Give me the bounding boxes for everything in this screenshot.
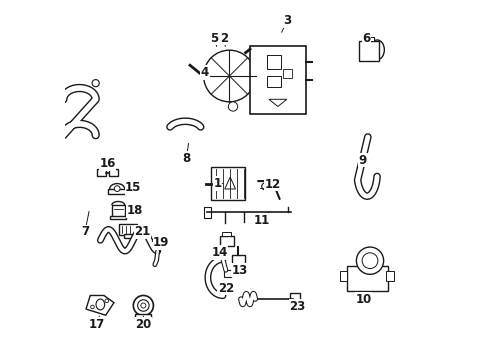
Circle shape — [203, 50, 255, 102]
Text: 22: 22 — [217, 282, 233, 295]
Circle shape — [90, 305, 94, 309]
Bar — [231, 255, 244, 269]
Bar — [203, 207, 211, 218]
Bar — [135, 314, 151, 318]
Text: 13: 13 — [232, 264, 248, 277]
Bar — [290, 293, 300, 306]
Bar — [386, 271, 393, 282]
Text: 3: 3 — [283, 14, 291, 27]
Polygon shape — [86, 296, 114, 315]
Bar — [211, 167, 245, 200]
Circle shape — [105, 299, 108, 303]
Bar — [359, 41, 378, 60]
Ellipse shape — [369, 40, 384, 60]
Ellipse shape — [96, 299, 104, 310]
Text: 23: 23 — [289, 300, 305, 313]
Circle shape — [133, 296, 153, 316]
Text: 17: 17 — [88, 318, 104, 331]
Text: 16: 16 — [99, 157, 116, 170]
Bar — [339, 271, 346, 282]
Bar — [108, 189, 126, 194]
Text: 21: 21 — [134, 225, 150, 238]
Circle shape — [261, 183, 268, 190]
Circle shape — [137, 300, 149, 311]
Text: 5: 5 — [209, 32, 218, 45]
Circle shape — [356, 247, 383, 274]
Bar — [112, 205, 124, 217]
Text: 9: 9 — [358, 154, 366, 167]
Text: 6: 6 — [362, 32, 370, 45]
Bar — [266, 76, 281, 87]
Text: 20: 20 — [135, 318, 151, 331]
Bar — [97, 169, 106, 176]
Text: 15: 15 — [125, 181, 141, 194]
Bar — [123, 234, 132, 238]
Bar — [361, 37, 373, 41]
Bar — [266, 55, 281, 69]
Text: 12: 12 — [264, 178, 280, 191]
Text: 8: 8 — [182, 152, 190, 165]
Text: 19: 19 — [153, 236, 169, 249]
Text: 14: 14 — [211, 246, 227, 259]
Bar — [249, 45, 305, 114]
Text: 2: 2 — [219, 32, 227, 45]
Text: 10: 10 — [355, 293, 371, 306]
Bar — [223, 270, 230, 277]
Bar — [109, 169, 117, 176]
Text: 18: 18 — [127, 204, 143, 217]
Circle shape — [92, 80, 99, 87]
Bar — [283, 69, 292, 78]
Bar — [222, 232, 231, 235]
Bar — [346, 266, 387, 291]
Text: 4: 4 — [201, 66, 209, 79]
Text: 11: 11 — [253, 214, 269, 227]
Bar — [119, 225, 136, 234]
Text: 7: 7 — [81, 225, 89, 238]
Circle shape — [228, 102, 237, 111]
Circle shape — [114, 186, 120, 192]
Text: 1: 1 — [213, 177, 221, 190]
Bar — [220, 235, 233, 246]
Circle shape — [141, 303, 145, 308]
Bar — [110, 216, 126, 219]
